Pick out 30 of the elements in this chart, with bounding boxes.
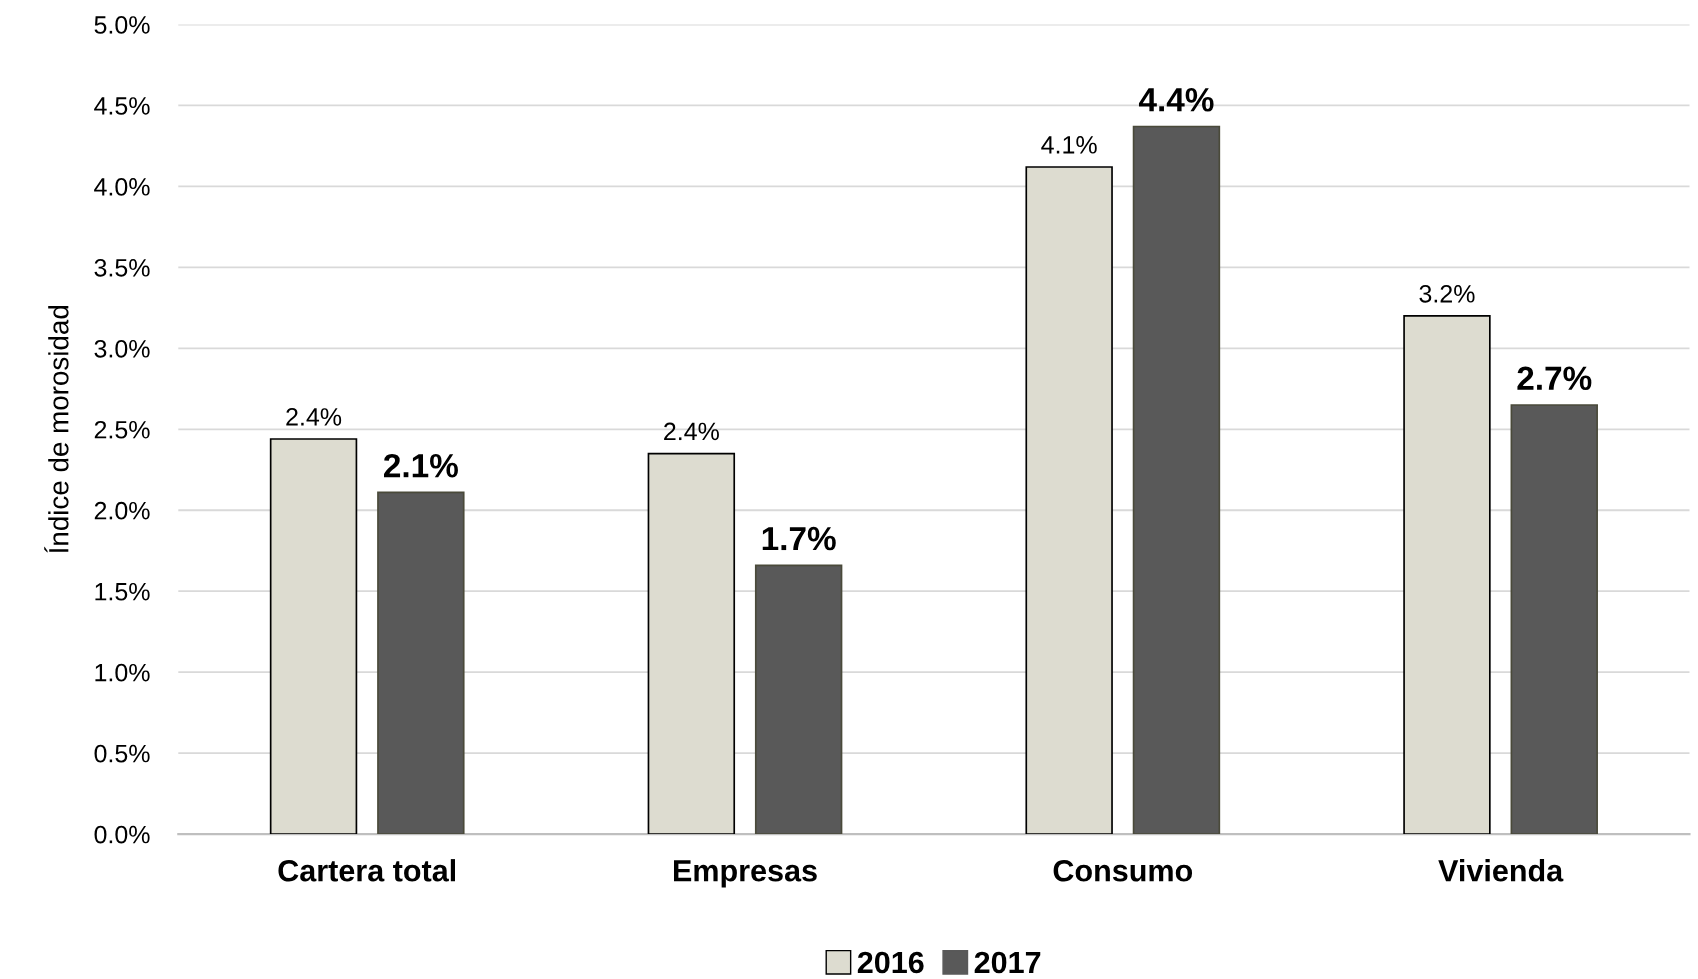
y-tick-label: 2.0%	[94, 501, 150, 520]
x-tick-label: Cartera total	[278, 859, 456, 882]
data-label: 2.4%	[286, 408, 342, 426]
y-tick-label: 3.5%	[94, 258, 150, 277]
y-tick-label: 0.5%	[94, 744, 150, 763]
data-label: 3.2%	[1419, 284, 1475, 303]
x-tick-label: Vivienda	[1438, 859, 1564, 882]
bar	[377, 491, 465, 835]
y-axis-title: Índice de morosidad	[44, 306, 69, 553]
y-tick-label: 5.0%	[94, 16, 150, 34]
data-label: 1.7%	[762, 526, 836, 551]
y-tick-label: 4.5%	[94, 97, 150, 115]
bar	[1132, 125, 1221, 835]
bar	[1510, 404, 1598, 835]
y-tick-label: 4.0%	[94, 178, 150, 196]
legend-label: 2016	[857, 951, 924, 974]
data-label: 4.4%	[1138, 88, 1214, 112]
data-label: 2.4%	[664, 422, 719, 441]
bar	[754, 564, 843, 835]
y-tick-label: 2.5%	[94, 420, 150, 439]
data-label: 2.1%	[384, 453, 458, 478]
legend-label: 2017	[974, 951, 1041, 974]
y-tick-label: 3.0%	[94, 339, 150, 358]
x-tick-label: Consumo	[1053, 859, 1193, 882]
y-tick-label: 1.5%	[95, 582, 150, 601]
data-label: 4.1%	[1041, 136, 1097, 154]
x-tick-label: Empresas	[674, 860, 817, 888]
y-tick-label: 0.0%	[94, 825, 150, 844]
data-label: 2.7%	[1517, 366, 1592, 391]
y-tick-label: 1.0%	[95, 663, 150, 682]
